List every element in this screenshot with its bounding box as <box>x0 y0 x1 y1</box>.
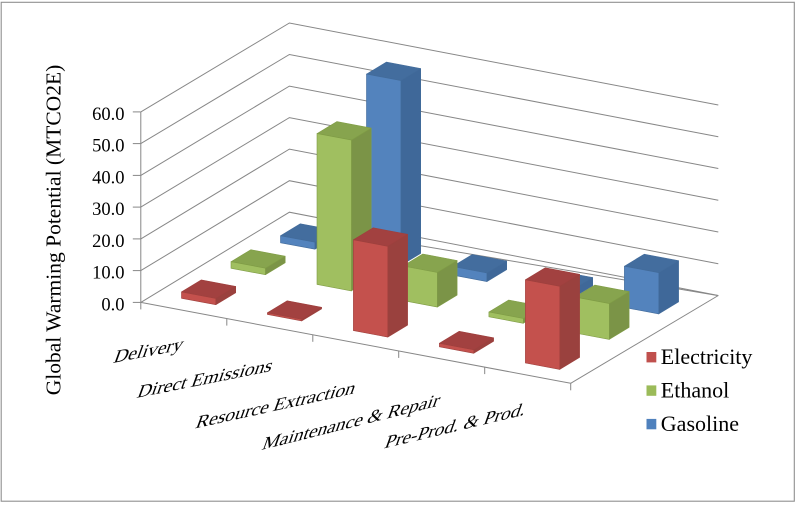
svg-text:50.0: 50.0 <box>92 137 124 157</box>
svg-text:30.0: 30.0 <box>92 200 124 220</box>
svg-text:Gasoline: Gasoline <box>661 411 739 436</box>
svg-text:Electricity: Electricity <box>661 344 753 369</box>
svg-text:Ethanol: Ethanol <box>661 378 729 403</box>
svg-text:Global Warming Potential (MTCO: Global Warming Potential (MTCO2E) <box>42 65 66 395</box>
svg-text:60.0: 60.0 <box>92 105 124 125</box>
svg-text:0.0: 0.0 <box>101 295 124 315</box>
svg-text:40.0: 40.0 <box>92 168 124 188</box>
svg-text:20.0: 20.0 <box>92 232 124 252</box>
svg-text:10.0: 10.0 <box>92 264 124 284</box>
